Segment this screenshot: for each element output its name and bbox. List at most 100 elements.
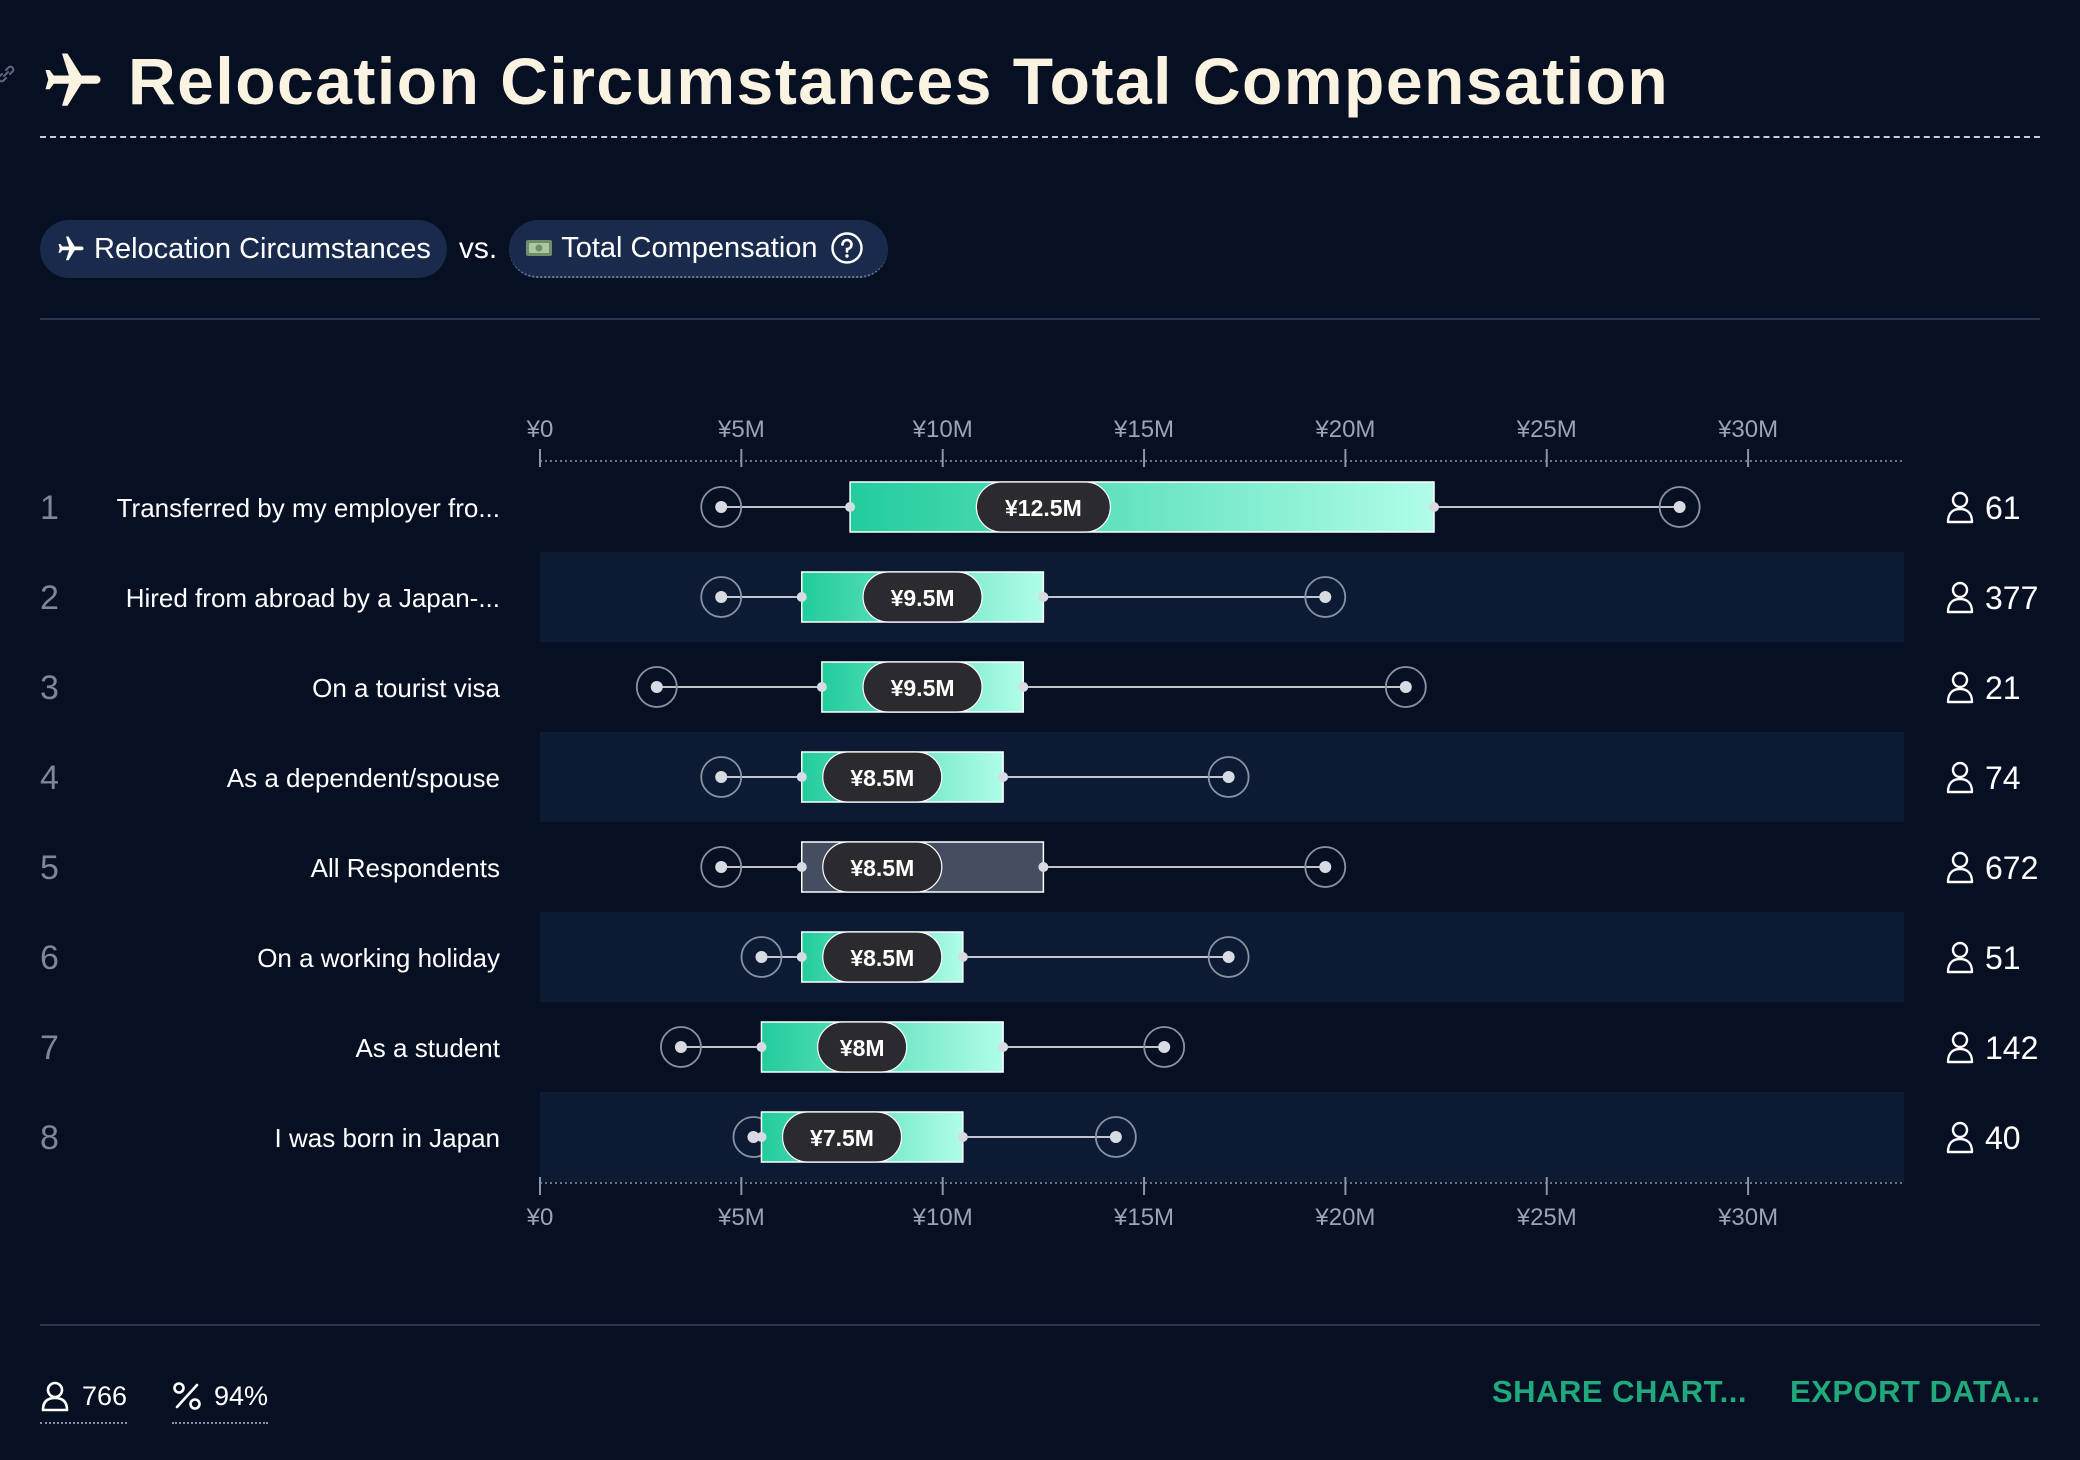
row-label: Hired from abroad by a Japan-... (126, 583, 500, 613)
top-axis-tick-label: ¥30M (1717, 416, 1778, 443)
q1-marker (845, 502, 856, 512)
percent-value: 94% (214, 1380, 269, 1411)
q3-marker (957, 1132, 968, 1142)
box-row: 3 On a tourist visa ¥9.5M 21 (40, 661, 2021, 713)
max-marker (1319, 861, 1332, 873)
min-marker (747, 1131, 760, 1143)
title-divider (40, 136, 2040, 138)
help-icon[interactable] (830, 231, 864, 265)
median-pill (822, 751, 943, 803)
iqr-box (849, 481, 1435, 533)
page-title: Relocation Circumstances Total Compensat… (128, 44, 1670, 118)
row-rank: 1 (40, 489, 59, 527)
median-label: ¥7.5M (810, 1125, 874, 1151)
min-marker (650, 681, 663, 693)
airplane-icon (58, 236, 84, 261)
row-label: All Respondents (311, 853, 500, 883)
median-pill (975, 481, 1111, 533)
person-icon-body (1946, 867, 1974, 884)
max-marker-ring (1207, 756, 1250, 798)
vs-label: vs. (458, 232, 498, 265)
q1-marker (796, 862, 807, 872)
box-row: 2 Hired from abroad by a Japan-... ¥9.5M 37… (40, 571, 2038, 623)
dimension-label: Relocation Circumstances (94, 232, 431, 265)
min-marker-ring (700, 486, 743, 528)
q3-marker (1038, 862, 1049, 872)
person-icon (1951, 581, 1969, 599)
row-count: 74 (1985, 760, 2021, 796)
person-icon (1951, 1121, 1969, 1139)
max-marker-ring (1304, 576, 1347, 618)
q3-marker (998, 772, 1009, 782)
row-rank: 3 (40, 669, 59, 707)
median-label: ¥8.5M (850, 855, 914, 881)
q1-marker (796, 592, 807, 602)
min-marker (715, 861, 728, 873)
min-marker-ring (700, 846, 743, 888)
q1-marker (796, 952, 807, 962)
row-rank: 2 (40, 579, 59, 617)
median-pill (862, 661, 983, 713)
row-count: 377 (1985, 580, 2038, 616)
top-axis-tick-label: ¥5M (717, 416, 765, 443)
row-count: 51 (1985, 940, 2021, 976)
top-axis-tick-label: ¥20M (1314, 416, 1375, 443)
export-data-button[interactable]: EXPORT DATA... (1790, 1374, 2041, 1409)
box-row: 4 As a dependent/spouse ¥8.5M 74 (40, 751, 2021, 803)
metric-pill[interactable]: Total Compensation (509, 220, 888, 278)
median-label: ¥9.5M (891, 585, 955, 611)
respondent-count: 766 (82, 1380, 128, 1411)
bottom-axis-tick-label: ¥5M (717, 1204, 765, 1231)
top-axis-tick-label: ¥25M (1516, 416, 1577, 443)
row-count: 40 (1985, 1120, 2021, 1156)
bottom-axis-tick-label: ¥0 (526, 1204, 554, 1231)
top-axis-tick-label: ¥15M (1113, 416, 1174, 443)
percent-icon (173, 1382, 201, 1410)
max-marker (1222, 771, 1235, 783)
q1-marker (756, 1042, 767, 1052)
min-marker (715, 591, 728, 603)
min-marker-ring (635, 666, 678, 708)
top-axis-tick-label: ¥10M (912, 416, 973, 443)
median-pill (781, 1111, 903, 1163)
person-icon-body (1946, 597, 1974, 614)
percent-stat[interactable]: 94% (172, 1374, 269, 1424)
min-marker (715, 501, 728, 513)
person-icon-body (1946, 1047, 1974, 1064)
row-label: As a student (355, 1033, 500, 1063)
min-marker-ring (700, 576, 743, 618)
max-marker-ring (1143, 1026, 1186, 1068)
box-row: 1 Transferred by my employer fro... ¥12.5M… (40, 481, 2021, 533)
airplane-icon (45, 53, 101, 106)
person-icon (41, 1381, 69, 1412)
row-label: On a working holiday (257, 943, 500, 973)
share-chart-button[interactable]: SHARE CHART... (1492, 1374, 1748, 1409)
bottom-axis-tick-label: ¥10M (912, 1204, 973, 1231)
row-count: 142 (1985, 1030, 2038, 1066)
person-icon-body (1946, 687, 1974, 704)
person-icon (1951, 491, 1969, 509)
respondent-count-stat[interactable]: 766 (40, 1374, 128, 1424)
median-pill (862, 571, 983, 623)
max-marker (1399, 681, 1412, 693)
dimension-pill[interactable]: Relocation Circumstances (40, 220, 447, 278)
footer-divider (40, 1324, 2040, 1326)
bottom-axis-tick-label: ¥30M (1717, 1204, 1778, 1231)
median-label: ¥9.5M (891, 675, 955, 701)
bottom-axis-tick-label: ¥15M (1113, 1204, 1174, 1231)
max-marker-ring (1304, 846, 1347, 888)
min-marker (755, 951, 768, 963)
min-marker (674, 1041, 687, 1053)
row-label: On a tourist visa (312, 673, 500, 703)
median-pill (817, 1021, 908, 1073)
person-icon-body (1946, 507, 1974, 524)
box-row: 8 I was born in Japan ¥7.5M 40 (40, 1111, 2021, 1163)
median-pill (822, 931, 943, 983)
money-icon (526, 240, 553, 256)
link-icon[interactable] (0, 62, 18, 86)
max-marker-ring (1207, 936, 1250, 978)
max-marker (1222, 951, 1235, 963)
top-axis-tick-label: ¥0 (526, 416, 554, 443)
min-marker-ring (700, 756, 743, 798)
